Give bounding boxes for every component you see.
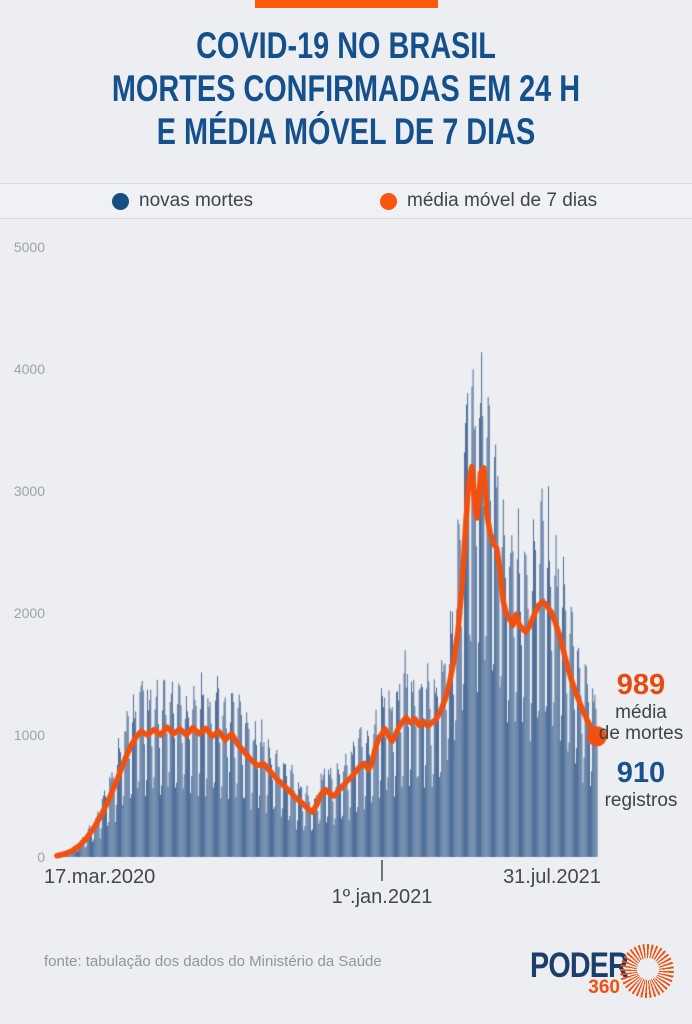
annotation-average-value: 989 (616, 669, 666, 701)
legend-label-media-movel: média móvel de 7 dias (407, 190, 598, 211)
legend-item-media-movel: média móvel de 7 dias (380, 184, 597, 218)
header-accent-bar (255, 0, 438, 8)
y-axis-tick-0: 0 (37, 849, 45, 865)
x-axis-label-mid: 1º.jan.2021 (331, 886, 433, 908)
y-axis-tick-4000: 4000 (13, 361, 45, 377)
source-credit: fonte: tabulação dos dados do Ministério… (44, 953, 382, 970)
y-axis-tick-3000: 3000 (13, 483, 45, 499)
annotation-records-value: 910 (616, 757, 666, 789)
title-line-3: E MÉDIA MÓVEL DE 7 DIAS (156, 111, 536, 152)
x-axis-tick-mark (381, 860, 383, 881)
orange-circle-icon (380, 192, 397, 210)
logo-wordmark: PODER (530, 946, 629, 985)
chart-legend: novas mortes média móvel de 7 dias (0, 183, 692, 219)
annotation-average-label-line2: de mortes (598, 723, 684, 744)
blue-circle-icon (112, 192, 129, 210)
sunburst-icon (620, 944, 674, 998)
y-axis-tick-5000: 5000 (13, 239, 45, 255)
logo-360: 360 (588, 977, 620, 998)
annotation-records-label: registros (604, 790, 678, 811)
poder360-logo: PODER 360 (522, 940, 678, 1002)
legend-label-novas-mortes: novas mortes (139, 190, 254, 211)
y-axis-tick-1000: 1000 (13, 727, 45, 743)
covid-deaths-chart: 5000 4000 3000 2000 1000 0 17.mar.2020 1… (0, 230, 692, 908)
x-axis-label-end: 31.jul.2021 (503, 866, 601, 888)
y-axis-tick-2000: 2000 (13, 605, 45, 621)
chart-canvas (0, 230, 692, 890)
title-line-1: COVID-19 NO BRASIL (196, 25, 496, 66)
page-title: COVID-19 NO BRASIL MORTES CONFIRMADAS EM… (76, 24, 616, 153)
legend-item-novas-mortes: novas mortes (112, 184, 253, 218)
title-line-2: MORTES CONFIRMADAS EM 24 H (111, 68, 581, 109)
annotation-average-label-line1: média (615, 702, 667, 723)
x-axis-label-start: 17.mar.2020 (44, 866, 156, 888)
